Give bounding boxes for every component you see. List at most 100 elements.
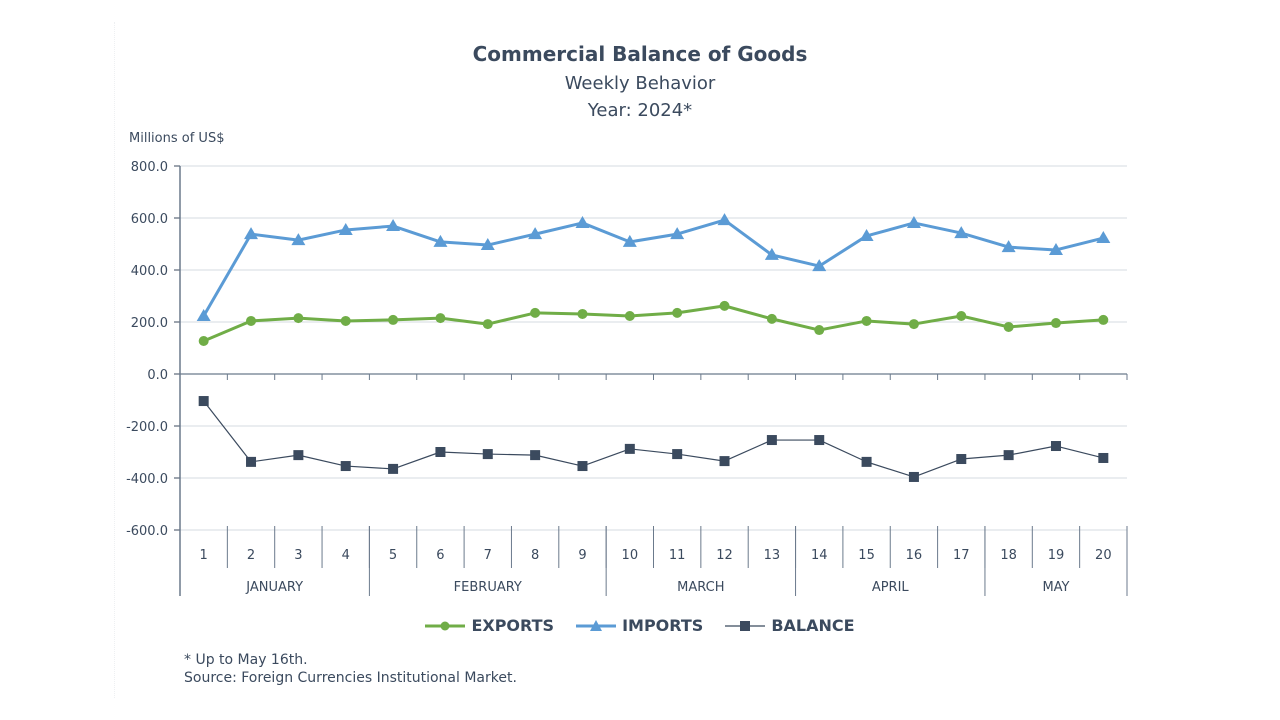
data-point-imports: [338, 222, 353, 235]
legend-item-exports[interactable]: EXPORTS: [425, 616, 554, 635]
x-tick-label: 10: [622, 548, 639, 563]
data-point-imports: [196, 309, 211, 322]
footnote: * Up to May 16th.: [184, 652, 308, 668]
data-point-exports: [814, 325, 825, 336]
data-point-imports: [764, 247, 779, 260]
data-point-imports: [717, 213, 732, 226]
x-tick-label: 16: [906, 548, 923, 563]
data-point-exports: [1098, 314, 1109, 325]
x-tick-label: 1: [200, 548, 208, 563]
data-point-exports: [861, 315, 872, 326]
y-tick-label: 400.0: [131, 264, 168, 279]
x-tick-label: 9: [578, 548, 586, 563]
data-point-exports: [672, 307, 683, 318]
chart-title: Commercial Balance of Goods: [472, 42, 808, 66]
x-tick-label: 19: [1048, 548, 1065, 563]
data-point-balance: [814, 435, 825, 446]
data-point-imports: [954, 226, 969, 239]
y-tick-label: -600.0: [126, 524, 168, 539]
y-tick-label: 600.0: [131, 212, 168, 227]
data-point-imports: [1048, 242, 1063, 255]
data-point-imports: [1096, 231, 1111, 244]
y-tick-label: 200.0: [131, 316, 168, 331]
data-point-balance: [293, 450, 304, 461]
data-point-balance: [246, 456, 257, 467]
data-point-exports: [1050, 318, 1061, 329]
x-tick-label: 13: [764, 548, 781, 563]
series-line-imports: [202, 218, 1104, 317]
x-tick-label: 5: [389, 548, 397, 563]
month-label: JANUARY: [245, 580, 303, 595]
data-point-exports: [719, 300, 730, 311]
data-point-balance: [719, 456, 730, 467]
legend-label-imports: IMPORTS: [622, 616, 704, 635]
data-point-exports: [246, 315, 257, 326]
month-label: APRIL: [872, 580, 910, 595]
x-tick-label: 8: [531, 548, 539, 563]
data-point-balance: [766, 435, 777, 446]
data-point-imports: [622, 234, 637, 247]
x-tick-label: 2: [247, 548, 255, 563]
month-label: MAY: [1042, 580, 1069, 595]
x-tick-label: 3: [294, 548, 302, 563]
data-point-balance: [577, 461, 588, 472]
legend-item-balance[interactable]: BALANCE: [725, 616, 855, 635]
y-tick-label: 0.0: [147, 368, 168, 383]
data-point-exports: [340, 315, 351, 326]
chart-subtitle: Weekly Behavior: [564, 73, 716, 94]
data-point-exports: [624, 311, 635, 322]
data-point-balance: [1098, 452, 1109, 463]
data-point-balance: [530, 450, 541, 461]
data-point-imports: [670, 227, 685, 240]
data-point-imports: [906, 215, 921, 228]
y-axis-unit-label: Millions of US$: [129, 131, 225, 146]
x-tick-label: 17: [953, 548, 970, 563]
x-tick-label: 4: [342, 548, 350, 563]
data-point-balance: [435, 447, 446, 457]
data-point-balance: [1050, 441, 1061, 452]
x-tick-label: 15: [858, 548, 875, 563]
data-point-exports: [293, 313, 304, 324]
chart-frame: [114, 22, 1167, 698]
data-point-exports: [530, 307, 541, 318]
data-point-imports: [244, 227, 259, 240]
data-point-imports: [528, 227, 543, 240]
data-point-balance: [340, 461, 351, 472]
data-point-exports: [908, 319, 919, 330]
data-point-imports: [386, 219, 401, 232]
legend: EXPORTS IMPORTS BALANCE: [0, 616, 1280, 635]
data-point-exports: [435, 313, 446, 324]
series-line-exports: [203, 304, 1104, 343]
data-point-balance: [198, 396, 209, 407]
data-point-imports: [1001, 240, 1016, 253]
data-point-exports: [198, 335, 209, 346]
legend-label-exports: EXPORTS: [471, 616, 555, 635]
x-tick-label: 20: [1095, 548, 1112, 563]
legend-item-imports[interactable]: IMPORTS: [576, 616, 703, 635]
x-tick-label: 14: [811, 548, 828, 563]
triangle-marker-icon: [576, 619, 617, 631]
x-tick-label: 11: [669, 548, 686, 563]
chart-notes: * Up to May 16th. Source: Foreign Curren…: [184, 651, 517, 687]
data-point-balance: [672, 449, 683, 460]
x-tick-label: 7: [484, 548, 492, 563]
month-label: FEBRUARY: [454, 580, 522, 595]
y-tick-label: 800.0: [131, 160, 168, 175]
series-line-balance: [203, 400, 1104, 478]
square-marker-icon: [725, 620, 766, 631]
data-point-imports: [480, 238, 495, 251]
source-note: Source: Foreign Currencies Institutional…: [184, 670, 517, 686]
data-point-imports: [291, 233, 306, 246]
data-point-imports: [859, 228, 874, 241]
data-point-exports: [482, 319, 493, 330]
chart-year-label: Year: 2024*: [587, 100, 693, 121]
data-point-imports: [812, 259, 827, 272]
data-point-balance: [956, 454, 967, 465]
data-point-balance: [1003, 450, 1014, 461]
x-tick-label: 12: [716, 548, 733, 563]
data-point-balance: [624, 443, 635, 454]
circle-marker-icon: [425, 621, 466, 630]
data-point-exports: [388, 314, 399, 325]
data-point-balance: [908, 471, 919, 482]
